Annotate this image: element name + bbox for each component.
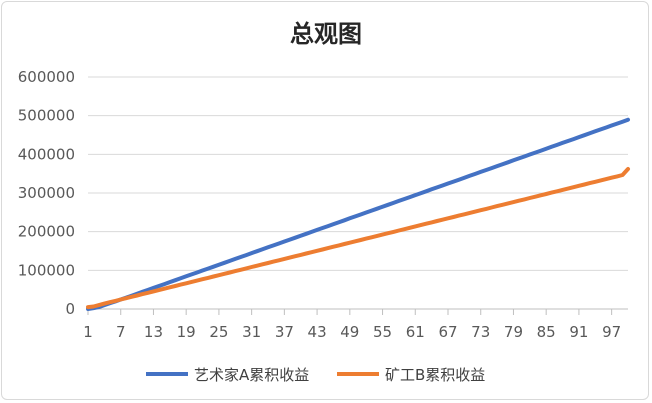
x-tick-label: 73: [471, 323, 490, 341]
legend: 艺术家A累积收益 矿工B累积收益: [146, 366, 485, 384]
x-tick-label: 67: [438, 323, 457, 341]
y-tick-label: 0: [65, 300, 75, 318]
x-tick-label: 31: [242, 323, 261, 341]
legend-label-1: 艺术家A累积收益: [194, 366, 309, 384]
chart-title: 总观图: [290, 20, 362, 48]
x-axis: 1 7 13 19 25 31 37 43 49 55 61 67 73 79 85 91 97: [83, 308, 628, 341]
legend-label-2: 矿工B累积收益: [385, 366, 485, 384]
x-tick-label: 37: [275, 323, 294, 341]
x-tick-label: 55: [373, 323, 392, 341]
x-tick-label: 19: [177, 323, 196, 341]
x-tick-label: 43: [308, 323, 327, 341]
series-line-1: [86, 117, 630, 311]
y-tick-label: 500000: [18, 107, 75, 125]
series-lines: [86, 117, 630, 311]
x-tick-label: 1: [83, 323, 93, 341]
x-tick-label: 79: [504, 323, 523, 341]
y-tick-label: 300000: [18, 184, 75, 202]
y-tick-label: 100000: [18, 261, 75, 279]
x-tick-label: 25: [209, 323, 228, 341]
x-tick-label: 7: [116, 323, 126, 341]
series-line-2: [86, 167, 630, 310]
x-tick-label: 61: [406, 323, 425, 341]
y-tick-label: 400000: [18, 145, 75, 163]
x-tick-label: 13: [144, 323, 163, 341]
x-tick-label: 49: [340, 323, 359, 341]
y-tick-label: 600000: [18, 68, 75, 86]
y-tick-label: 200000: [18, 223, 75, 241]
x-tick-label: 91: [569, 323, 588, 341]
x-tick-label: 97: [602, 323, 621, 341]
x-tick-label: 85: [537, 323, 556, 341]
grid-lines: [88, 76, 628, 271]
y-axis-ticks: 0 100000 200000 300000 400000 500000 600000: [18, 68, 75, 318]
